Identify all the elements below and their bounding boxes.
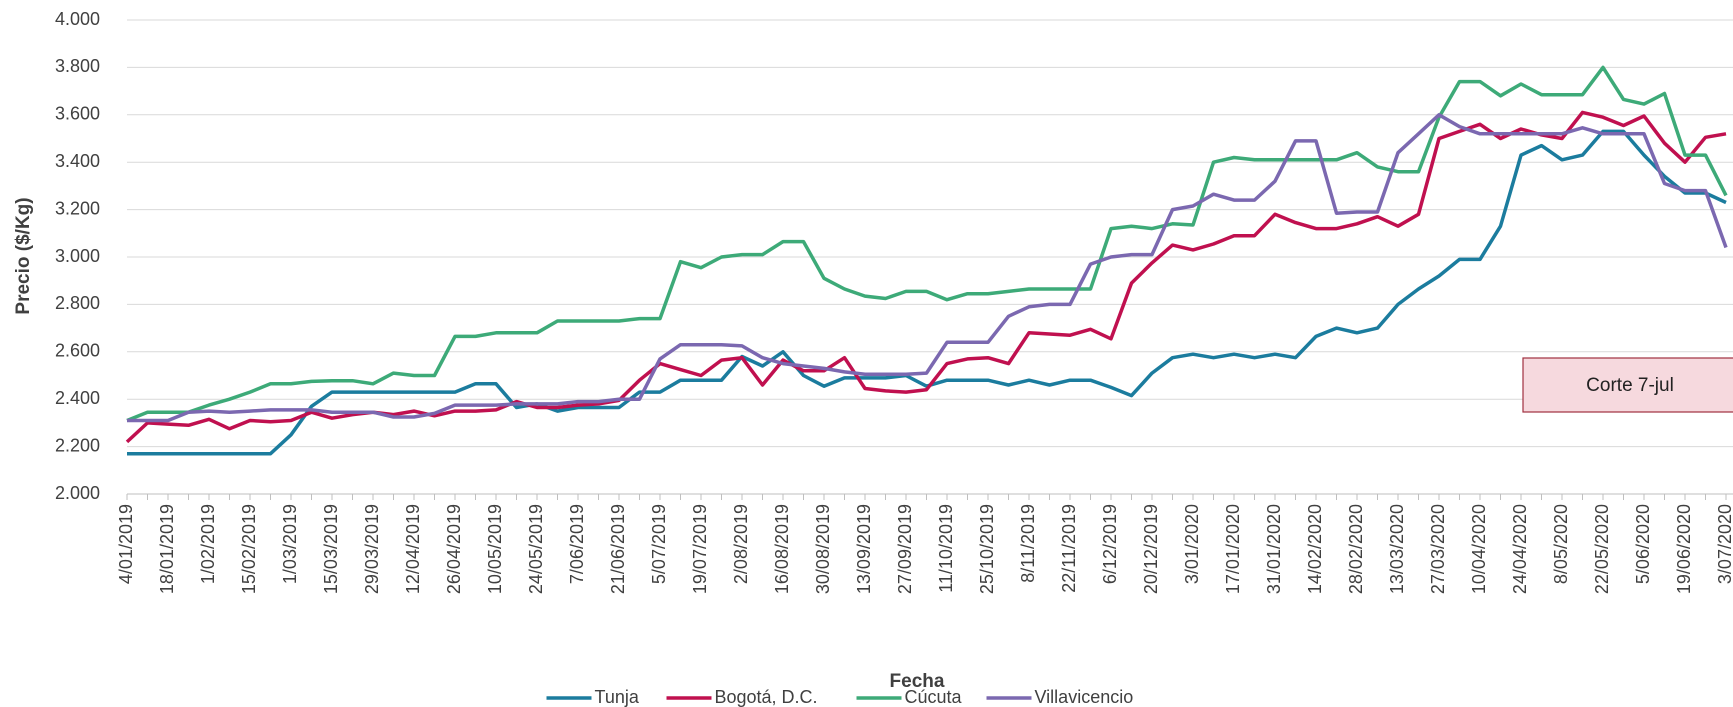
series-line: [126, 65, 1728, 423]
x-tick-label: 14/02/2020: [1305, 504, 1325, 594]
x-tick-label: 20/12/2019: [1141, 504, 1161, 594]
x-tick-label: 2/08/2019: [731, 504, 751, 584]
series-line: [127, 113, 1728, 423]
annotation: Corte 7-jul: [1586, 375, 1674, 396]
y-tick-label: 3.400: [55, 151, 100, 171]
x-tick-label: 11/10/2019: [936, 504, 956, 593]
y-tick-label: 3.800: [55, 56, 100, 76]
x-tick-label: 4/01/2019: [116, 504, 136, 584]
annotation-box: [1522, 357, 1733, 413]
x-tick-label: 24/04/2020: [1510, 504, 1530, 594]
y-tick-label: 2.600: [55, 341, 100, 361]
x-tick-label: 19/06/2020: [1674, 504, 1694, 594]
x-tick-label: 27/09/2019: [895, 504, 915, 594]
x-tick-label: 6/12/2019: [1100, 504, 1120, 584]
x-tick-label: 13/03/2020: [1387, 504, 1407, 594]
x-tick-label: 3/07/2020: [1715, 504, 1733, 584]
y-tick-label: 2.200: [55, 435, 100, 455]
x-tick-label: 16/08/2019: [772, 504, 792, 594]
x-tick-label: 10/05/2019: [485, 504, 505, 594]
legend-label: Bogotá, D.C.: [715, 687, 818, 707]
x-tick-label: 25/10/2019: [977, 504, 997, 594]
x-tick-label: 31/01/2020: [1264, 504, 1284, 594]
x-tick-label: 10/04/2020: [1469, 504, 1489, 594]
x-tick-label: 28/02/2020: [1346, 504, 1366, 594]
x-tick-label: 13/09/2019: [854, 504, 874, 594]
x-tick-label: 8/05/2020: [1551, 504, 1571, 584]
legend-label: Tunja: [595, 687, 640, 707]
x-tick-label: 19/07/2019: [690, 504, 710, 594]
legend-label: Villavicencio: [1035, 687, 1134, 707]
y-tick-label: 2.000: [55, 483, 100, 503]
x-tick-label: 27/03/2020: [1428, 504, 1448, 594]
series-line: [127, 129, 1727, 456]
y-tick-label: 2.400: [55, 388, 100, 408]
y-tick-label: 4.000: [55, 9, 100, 29]
x-tick-label: 30/08/2019: [813, 504, 833, 594]
x-tick-label: 29/03/2019: [362, 504, 382, 594]
y-axis-title: Precio ($/Kg): [13, 197, 34, 314]
x-tick-label: 22/05/2020: [1592, 504, 1612, 594]
legend-label: Cúcuta: [905, 687, 963, 707]
x-tick-label: 7/06/2019: [567, 504, 587, 584]
x-tick-label: 3/01/2020: [1182, 504, 1202, 584]
x-tick-label: 12/04/2019: [403, 504, 423, 594]
x-tick-label: 15/02/2019: [239, 504, 259, 594]
y-tick-label: 2.800: [55, 293, 100, 313]
x-tick-label: 15/03/2019: [321, 504, 341, 594]
x-tick-label: 21/06/2019: [608, 504, 628, 594]
x-tick-label: 22/11/2019: [1059, 504, 1079, 593]
y-tick-label: 3.000: [55, 246, 100, 266]
y-tick-label: 3.200: [55, 198, 100, 218]
x-tick-label: 5/07/2019: [649, 504, 669, 584]
x-tick-label: 18/01/2019: [157, 504, 177, 594]
series-line: [125, 110, 1727, 444]
x-tick-label: 17/01/2020: [1223, 504, 1243, 594]
x-tick-label: 1/03/2019: [280, 504, 300, 584]
x-tick-label: 24/05/2019: [526, 504, 546, 594]
y-tick-label: 3.600: [55, 104, 100, 124]
x-axis-title: Fecha: [890, 671, 945, 692]
x-tick-label: 5/06/2020: [1633, 504, 1653, 584]
x-tick-label: 8/11/2019: [1018, 504, 1038, 583]
x-tick-label: 1/02/2019: [198, 504, 218, 584]
x-tick-label: 26/04/2019: [444, 504, 464, 594]
